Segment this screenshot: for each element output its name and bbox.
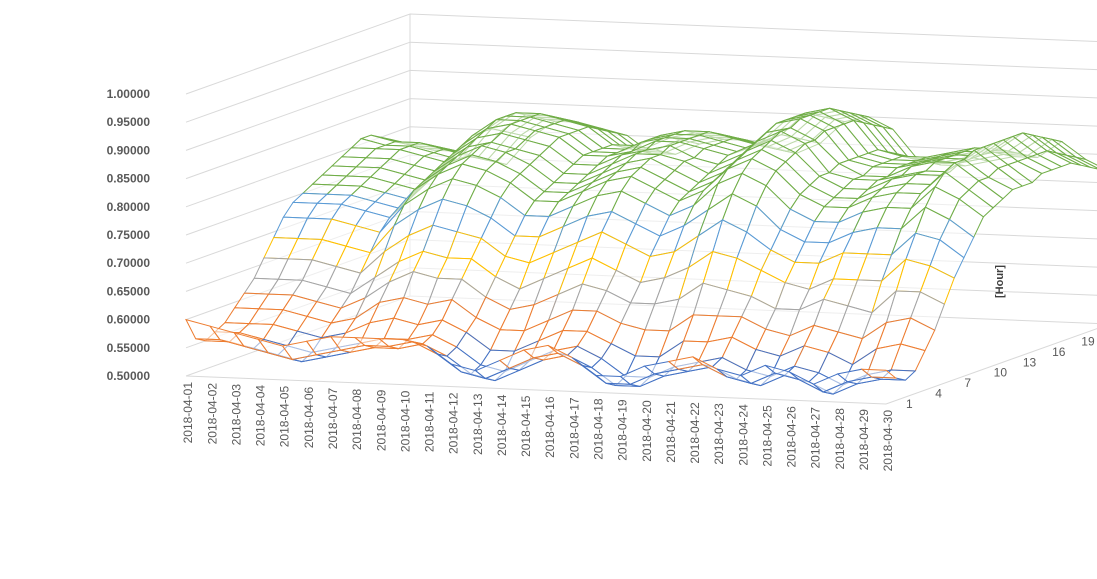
x-tick-label: 2018-04-11	[423, 391, 437, 452]
x-tick-label: 2018-04-04	[254, 385, 268, 447]
hour-tick-label: 4	[935, 387, 942, 401]
x-tick-label: 2018-04-25	[760, 405, 774, 467]
hour-tick-label: 13	[1023, 355, 1037, 369]
x-tick-label: 2018-04-29	[857, 409, 871, 471]
z-tick-label: 0.85000	[107, 172, 151, 186]
x-tick-label: 2018-04-01	[181, 382, 195, 444]
x-tick-label: 2018-04-23	[712, 403, 726, 465]
x-tick-label: 2018-04-20	[640, 400, 654, 462]
z-axis-tick-labels: 0.50000 0.55000 0.60000 0.65000 0.70000 0.750…	[107, 87, 151, 383]
x-tick-label: 2018-04-05	[278, 386, 292, 448]
z-tick-label: 0.95000	[107, 115, 151, 129]
hour-tick-label: 7	[964, 376, 971, 390]
x-tick-label: 2018-04-17	[567, 397, 581, 459]
x-tick-label: 2018-04-16	[543, 396, 557, 458]
x-tick-label: 2018-04-15	[519, 395, 533, 457]
x-tick-label: 2018-04-26	[785, 406, 799, 468]
x-tick-label: 2018-04-14	[495, 394, 509, 456]
x-tick-label: 2018-04-10	[398, 390, 412, 452]
x-tick-label: 2018-04-19	[616, 399, 630, 461]
z-tick-label: 0.90000	[107, 143, 151, 157]
surface-cell	[860, 368, 898, 379]
hour-tick-label: 19	[1081, 334, 1095, 348]
x-tick-label: 2018-04-13	[471, 393, 485, 455]
x-tick-label: 2018-04-03	[229, 384, 243, 446]
x-tick-label: 2018-04-07	[326, 387, 340, 449]
hour-tick-label: 16	[1052, 345, 1066, 359]
z-gridline	[185, 69, 1097, 151]
z-tick-label: 0.60000	[107, 313, 151, 327]
x-tick-label: 2018-04-09	[374, 389, 388, 451]
hour-tick-label: 1	[906, 397, 913, 411]
z-tick-label: 0.50000	[107, 369, 151, 383]
x-axis-tick-labels: 2018-04-01 2018-04-02 2018-04-03 2018-04-04…	[181, 382, 895, 472]
x-tick-label: 2018-04-12	[447, 392, 461, 454]
floor-edge	[185, 328, 1097, 405]
z-tick-label: 0.75000	[107, 228, 151, 242]
x-tick-label: 2018-04-28	[833, 408, 847, 470]
z-tick-label: 0.80000	[107, 200, 151, 214]
hour-axis-title: [Hour]	[994, 265, 1006, 298]
z-tick-label: 0.55000	[107, 341, 151, 355]
z-tick-label: 0.70000	[107, 256, 151, 270]
x-tick-label: 2018-04-02	[205, 383, 219, 445]
hour-tick-label: 10	[994, 366, 1008, 380]
x-tick-label: 2018-04-27	[809, 407, 823, 469]
surface-wireframe	[185, 107, 1097, 395]
x-tick-label: 2018-04-30	[881, 410, 895, 472]
x-tick-label: 2018-04-06	[302, 387, 316, 449]
z-tick-label: 1.00000	[107, 87, 151, 101]
hour-axis-tick-labels: 1471013161922	[906, 334, 1095, 411]
x-tick-label: 2018-04-08	[350, 388, 364, 450]
x-tick-label: 2018-04-24	[736, 404, 750, 466]
z-gridline	[185, 41, 1097, 123]
z-gridline	[185, 13, 1097, 95]
x-tick-label: 2018-04-21	[664, 401, 678, 463]
z-tick-label: 0.65000	[107, 284, 151, 298]
x-tick-label: 2018-04-22	[688, 402, 702, 464]
x-tick-label: 2018-04-18	[592, 398, 606, 460]
